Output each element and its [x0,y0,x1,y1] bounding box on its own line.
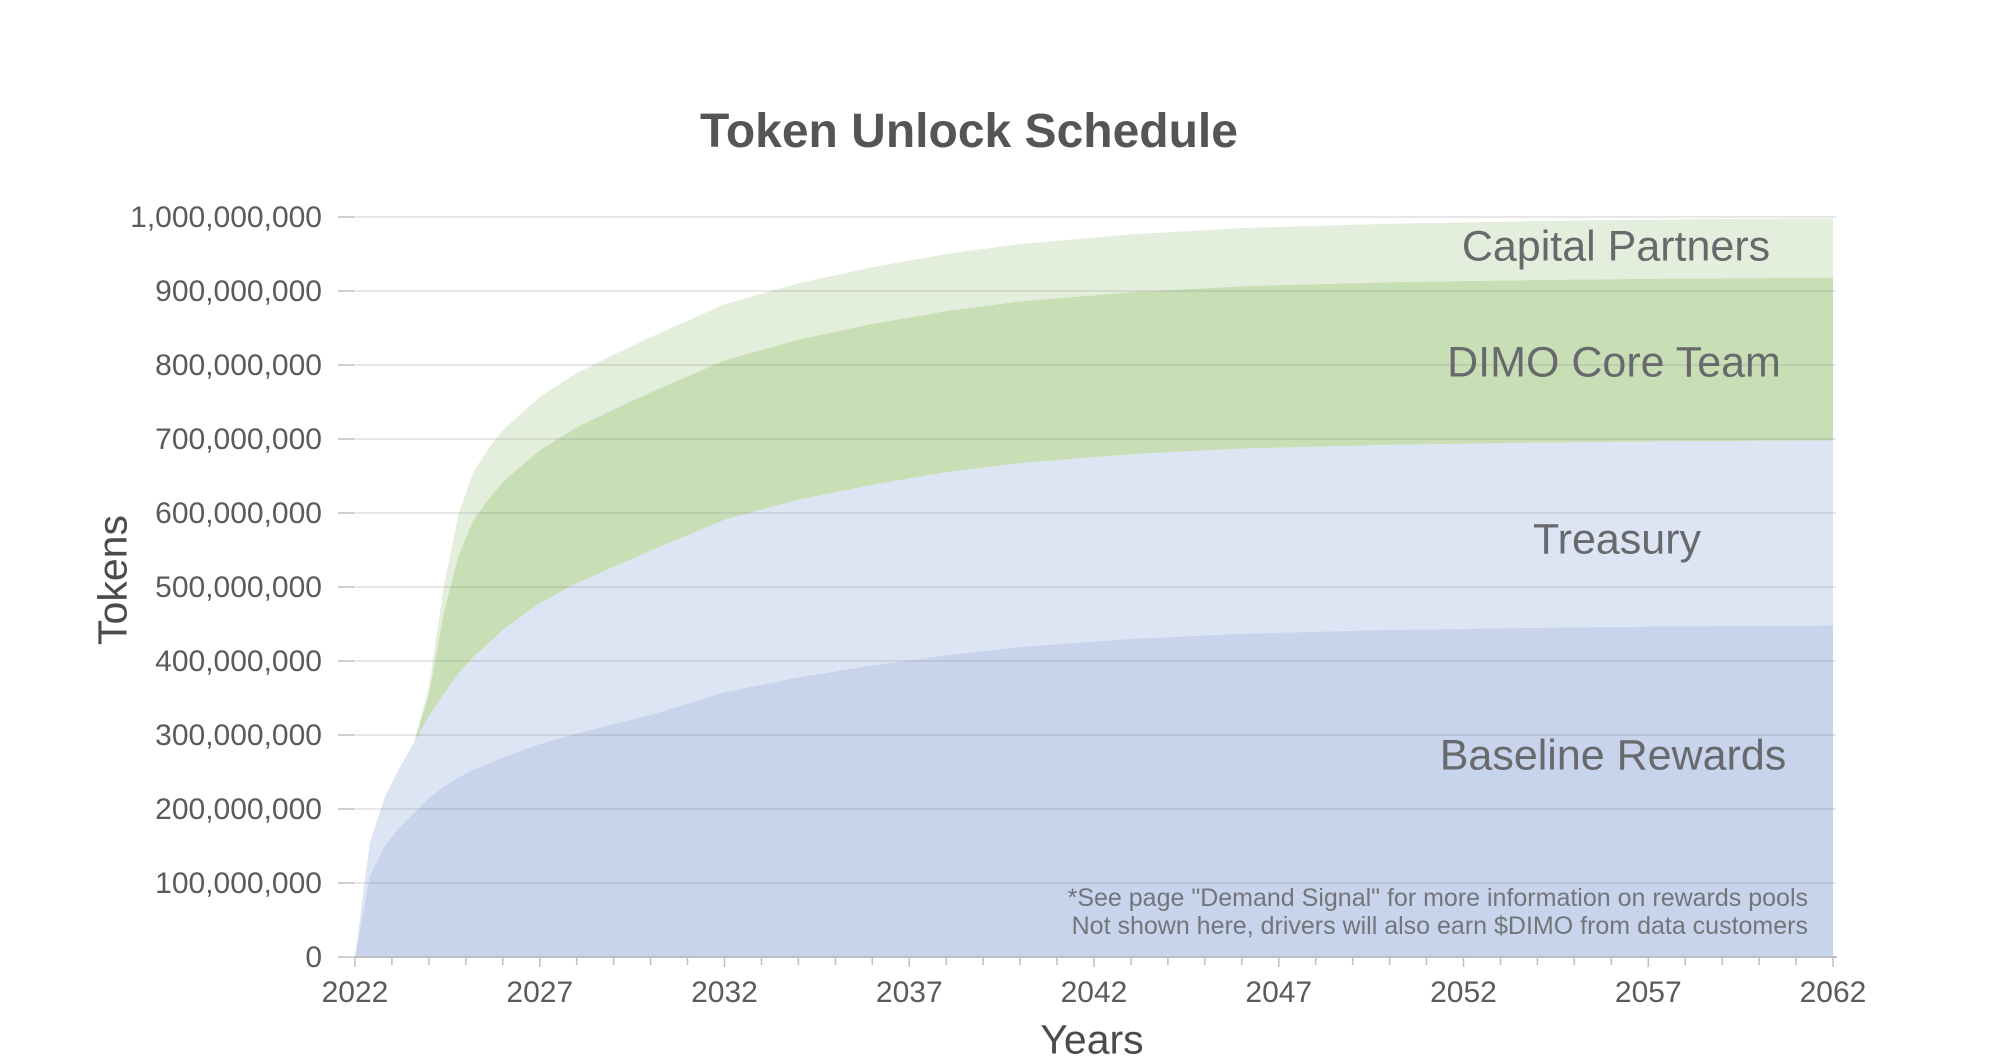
x-tick-label-2062: 2062 [1800,976,1867,1009]
x-tick-label-2037: 2037 [876,976,943,1009]
y-tick-label-600m: 600,000,000 [155,497,322,530]
y-tick-label-0m: 0 [305,941,322,974]
y-tick-label-100m: 100,000,000 [155,867,322,900]
series-label-capital-partners: Capital Partners [1461,222,1771,271]
area-band-treasury [355,440,1833,957]
y-tick-label-500m: 500,000,000 [155,571,322,604]
footnote-annotation: *See page "Demand Signal" for more infor… [1008,884,1808,940]
y-tick-label-1000m: 1,000,000,000 [130,201,322,234]
series-label-baseline-rewards: Baseline Rewards [1439,731,1787,780]
chart-title: Token Unlock Schedule [700,105,1238,158]
x-tick-label-2032: 2032 [691,976,758,1009]
x-tick-label-2027: 2027 [506,976,573,1009]
area-band-dimo-core-team [355,277,1833,957]
y-tick-label-200m: 200,000,000 [155,793,322,826]
footnote-line-1: *See page "Demand Signal" for more infor… [1067,884,1808,912]
x-axis-title: Years [1040,1016,1144,1061]
x-tick-label-2022: 2022 [322,976,389,1009]
series-label-treasury: Treasury [1532,515,1702,564]
y-tick-label-400m: 400,000,000 [155,645,322,678]
y-tick-label-700m: 700,000,000 [155,423,322,456]
area-band-baseline-rewards [355,625,1833,957]
x-tick-label-2052: 2052 [1430,976,1497,1009]
x-tick-label-2047: 2047 [1245,976,1312,1009]
x-tick-label-2057: 2057 [1615,976,1682,1009]
footnote-line-2: Not shown here, drivers will also earn $… [1071,912,1808,940]
x-tick-label-2042: 2042 [1061,976,1128,1009]
y-tick-label-800m: 800,000,000 [155,349,322,382]
y-tick-label-900m: 900,000,000 [155,275,322,308]
y-tick-label-300m: 300,000,000 [155,719,322,752]
series-label-dimo-core-team: DIMO Core Team [1447,338,1781,387]
